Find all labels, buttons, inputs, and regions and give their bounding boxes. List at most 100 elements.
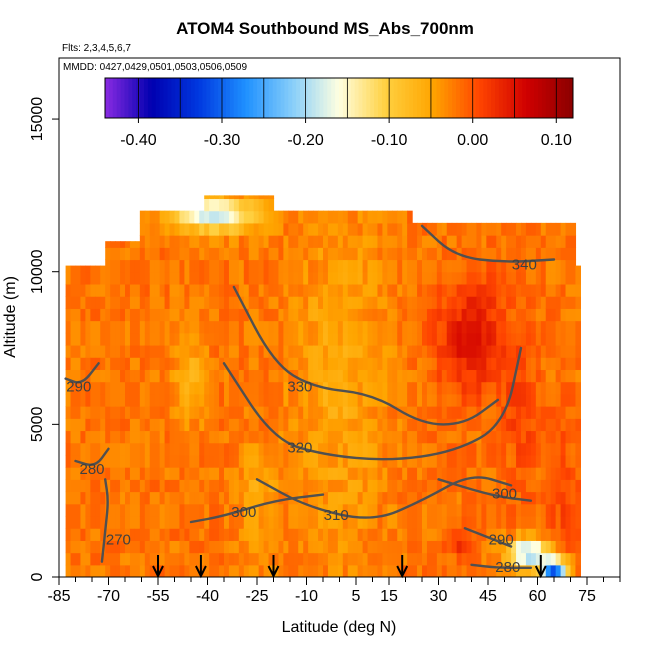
mmdd-note: MMDD: 0427,0429,0501,0503,0506,0509: [63, 62, 248, 73]
heatmap-cell: [204, 235, 210, 248]
heatmap-cell: [194, 235, 200, 248]
heatmap-cell: [258, 283, 265, 297]
heatmap-cell: [95, 393, 101, 407]
heatmap-cell: [382, 259, 388, 273]
heatmap-cell: [555, 528, 562, 541]
heatmap-cell: [397, 552, 403, 566]
heatmap-cell: [422, 381, 428, 395]
heatmap-cell: [496, 271, 502, 285]
heatmap-cell: [179, 393, 185, 407]
heatmap-cell: [243, 357, 250, 370]
heatmap-cell: [139, 406, 146, 419]
heatmap-cell: [347, 271, 354, 285]
heatmap-cell: [95, 479, 101, 493]
heatmap-cell: [169, 454, 176, 468]
x-axis-tick-label: -40: [196, 588, 219, 605]
colorbar-segment: [553, 78, 558, 118]
heatmap-cell: [560, 564, 567, 577]
heatmap-cell: [560, 418, 567, 432]
heatmap-cell: [446, 235, 453, 248]
heatmap-cell: [100, 283, 106, 297]
heatmap-cell: [565, 332, 572, 346]
heatmap-cell: [303, 320, 309, 334]
heatmap-cell: [174, 503, 181, 517]
heatmap-cell: [144, 454, 151, 468]
colorbar-segment: [389, 78, 395, 118]
heatmap-cell: [273, 479, 280, 493]
heatmap-cell: [451, 552, 458, 566]
heatmap-cell: [313, 222, 319, 236]
heatmap-cell: [575, 515, 581, 529]
heatmap-cell: [530, 271, 537, 285]
heatmap-cell: [382, 503, 388, 517]
heatmap-cell: [80, 467, 86, 480]
heatmap-cell: [144, 308, 151, 322]
heatmap-cell: [129, 515, 136, 529]
heatmap-cell: [466, 308, 473, 322]
heatmap-cell: [461, 222, 468, 236]
heatmap-cell: [422, 406, 428, 419]
heatmap-cell: [367, 491, 374, 505]
heatmap-cell: [555, 283, 562, 297]
heatmap-cell: [159, 320, 166, 334]
colorbar-segment: [424, 78, 430, 118]
heatmap-cell: [129, 418, 136, 432]
heatmap-cell: [65, 406, 72, 419]
heatmap-cell: [85, 479, 91, 493]
heatmap-cell: [70, 503, 77, 517]
heatmap-cell: [372, 418, 379, 432]
heatmap-cell: [318, 442, 324, 456]
heatmap-cell: [491, 393, 497, 407]
heatmap-cell: [318, 491, 324, 505]
heatmap-cell: [441, 454, 448, 468]
colorbar-segment: [253, 78, 258, 118]
heatmap-cell: [377, 479, 383, 493]
heatmap-cell: [253, 381, 260, 395]
heatmap-cell: [441, 259, 448, 273]
heatmap-cell: [407, 454, 413, 468]
theta-contour-line: [470, 563, 533, 569]
heatmap-cell: [323, 283, 329, 297]
colorbar-segment: [311, 78, 317, 118]
heatmap-cell: [441, 283, 448, 297]
heatmap-cell: [209, 406, 215, 419]
heatmap-cell: [441, 271, 448, 285]
heatmap-cell: [327, 344, 334, 358]
heatmap-cell: [204, 320, 210, 334]
heatmap-cell: [392, 247, 398, 261]
heatmap-cell: [372, 357, 379, 370]
heatmap-cell: [461, 503, 468, 517]
heatmap-cell: [273, 503, 280, 517]
heatmap-cell: [308, 540, 314, 554]
heatmap-cell: [342, 296, 349, 309]
heatmap-cell: [209, 222, 215, 236]
heatmap-cell: [417, 406, 423, 419]
colorbar-segment: [534, 78, 539, 118]
heatmap-cell: [100, 332, 106, 346]
heatmap-cell: [164, 491, 171, 505]
colorbar-segment: [518, 78, 523, 118]
heatmap-cell: [253, 332, 260, 346]
heatmap-cell: [352, 259, 359, 273]
heatmap-cell: [139, 210, 146, 224]
heatmap-cell: [298, 344, 304, 358]
heatmap-cell: [357, 344, 364, 358]
heatmap-cell: [570, 259, 577, 273]
heatmap-cell: [347, 332, 354, 346]
heatmap-cell: [75, 564, 82, 577]
heatmap-cell: [535, 454, 542, 468]
heatmap-cell: [263, 271, 270, 285]
heatmap-cell: [263, 406, 270, 419]
heatmap-cell: [347, 381, 354, 395]
heatmap-cell: [159, 491, 166, 505]
heatmap-cell: [496, 308, 502, 322]
heatmap-cell: [342, 271, 349, 285]
heatmap-cell: [120, 296, 126, 309]
heatmap-cell: [402, 259, 408, 273]
heatmap-cell: [179, 283, 185, 297]
heatmap-cell: [258, 552, 265, 566]
heatmap-cell: [164, 479, 171, 493]
heatmap-cell: [337, 418, 344, 432]
heatmap-cell: [575, 308, 581, 322]
heatmap-cell: [258, 406, 265, 419]
